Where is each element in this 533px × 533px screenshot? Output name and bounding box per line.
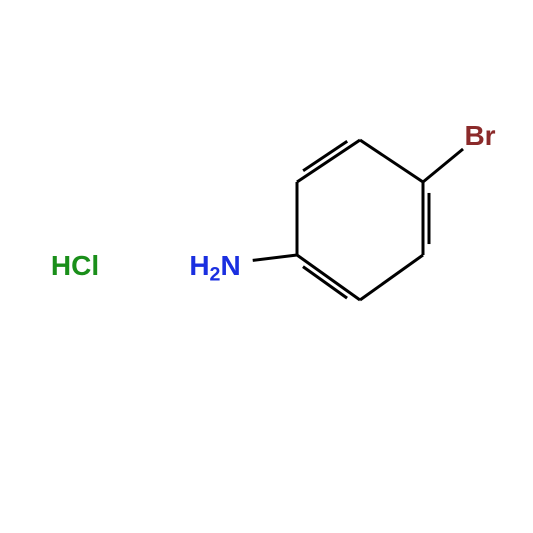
bond bbox=[360, 255, 423, 300]
atom-label-n: H2N bbox=[189, 250, 240, 286]
bond bbox=[303, 267, 347, 299]
bond bbox=[297, 255, 360, 300]
bond bbox=[303, 141, 347, 170]
atom-label-br: Br bbox=[464, 120, 495, 151]
molecule-canvas: Br H2N HCl bbox=[0, 0, 533, 533]
bond bbox=[297, 140, 360, 182]
bond bbox=[360, 140, 423, 182]
atom-label-hcl: HCl bbox=[51, 250, 99, 281]
bond bbox=[423, 149, 463, 182]
bond bbox=[253, 255, 297, 260]
